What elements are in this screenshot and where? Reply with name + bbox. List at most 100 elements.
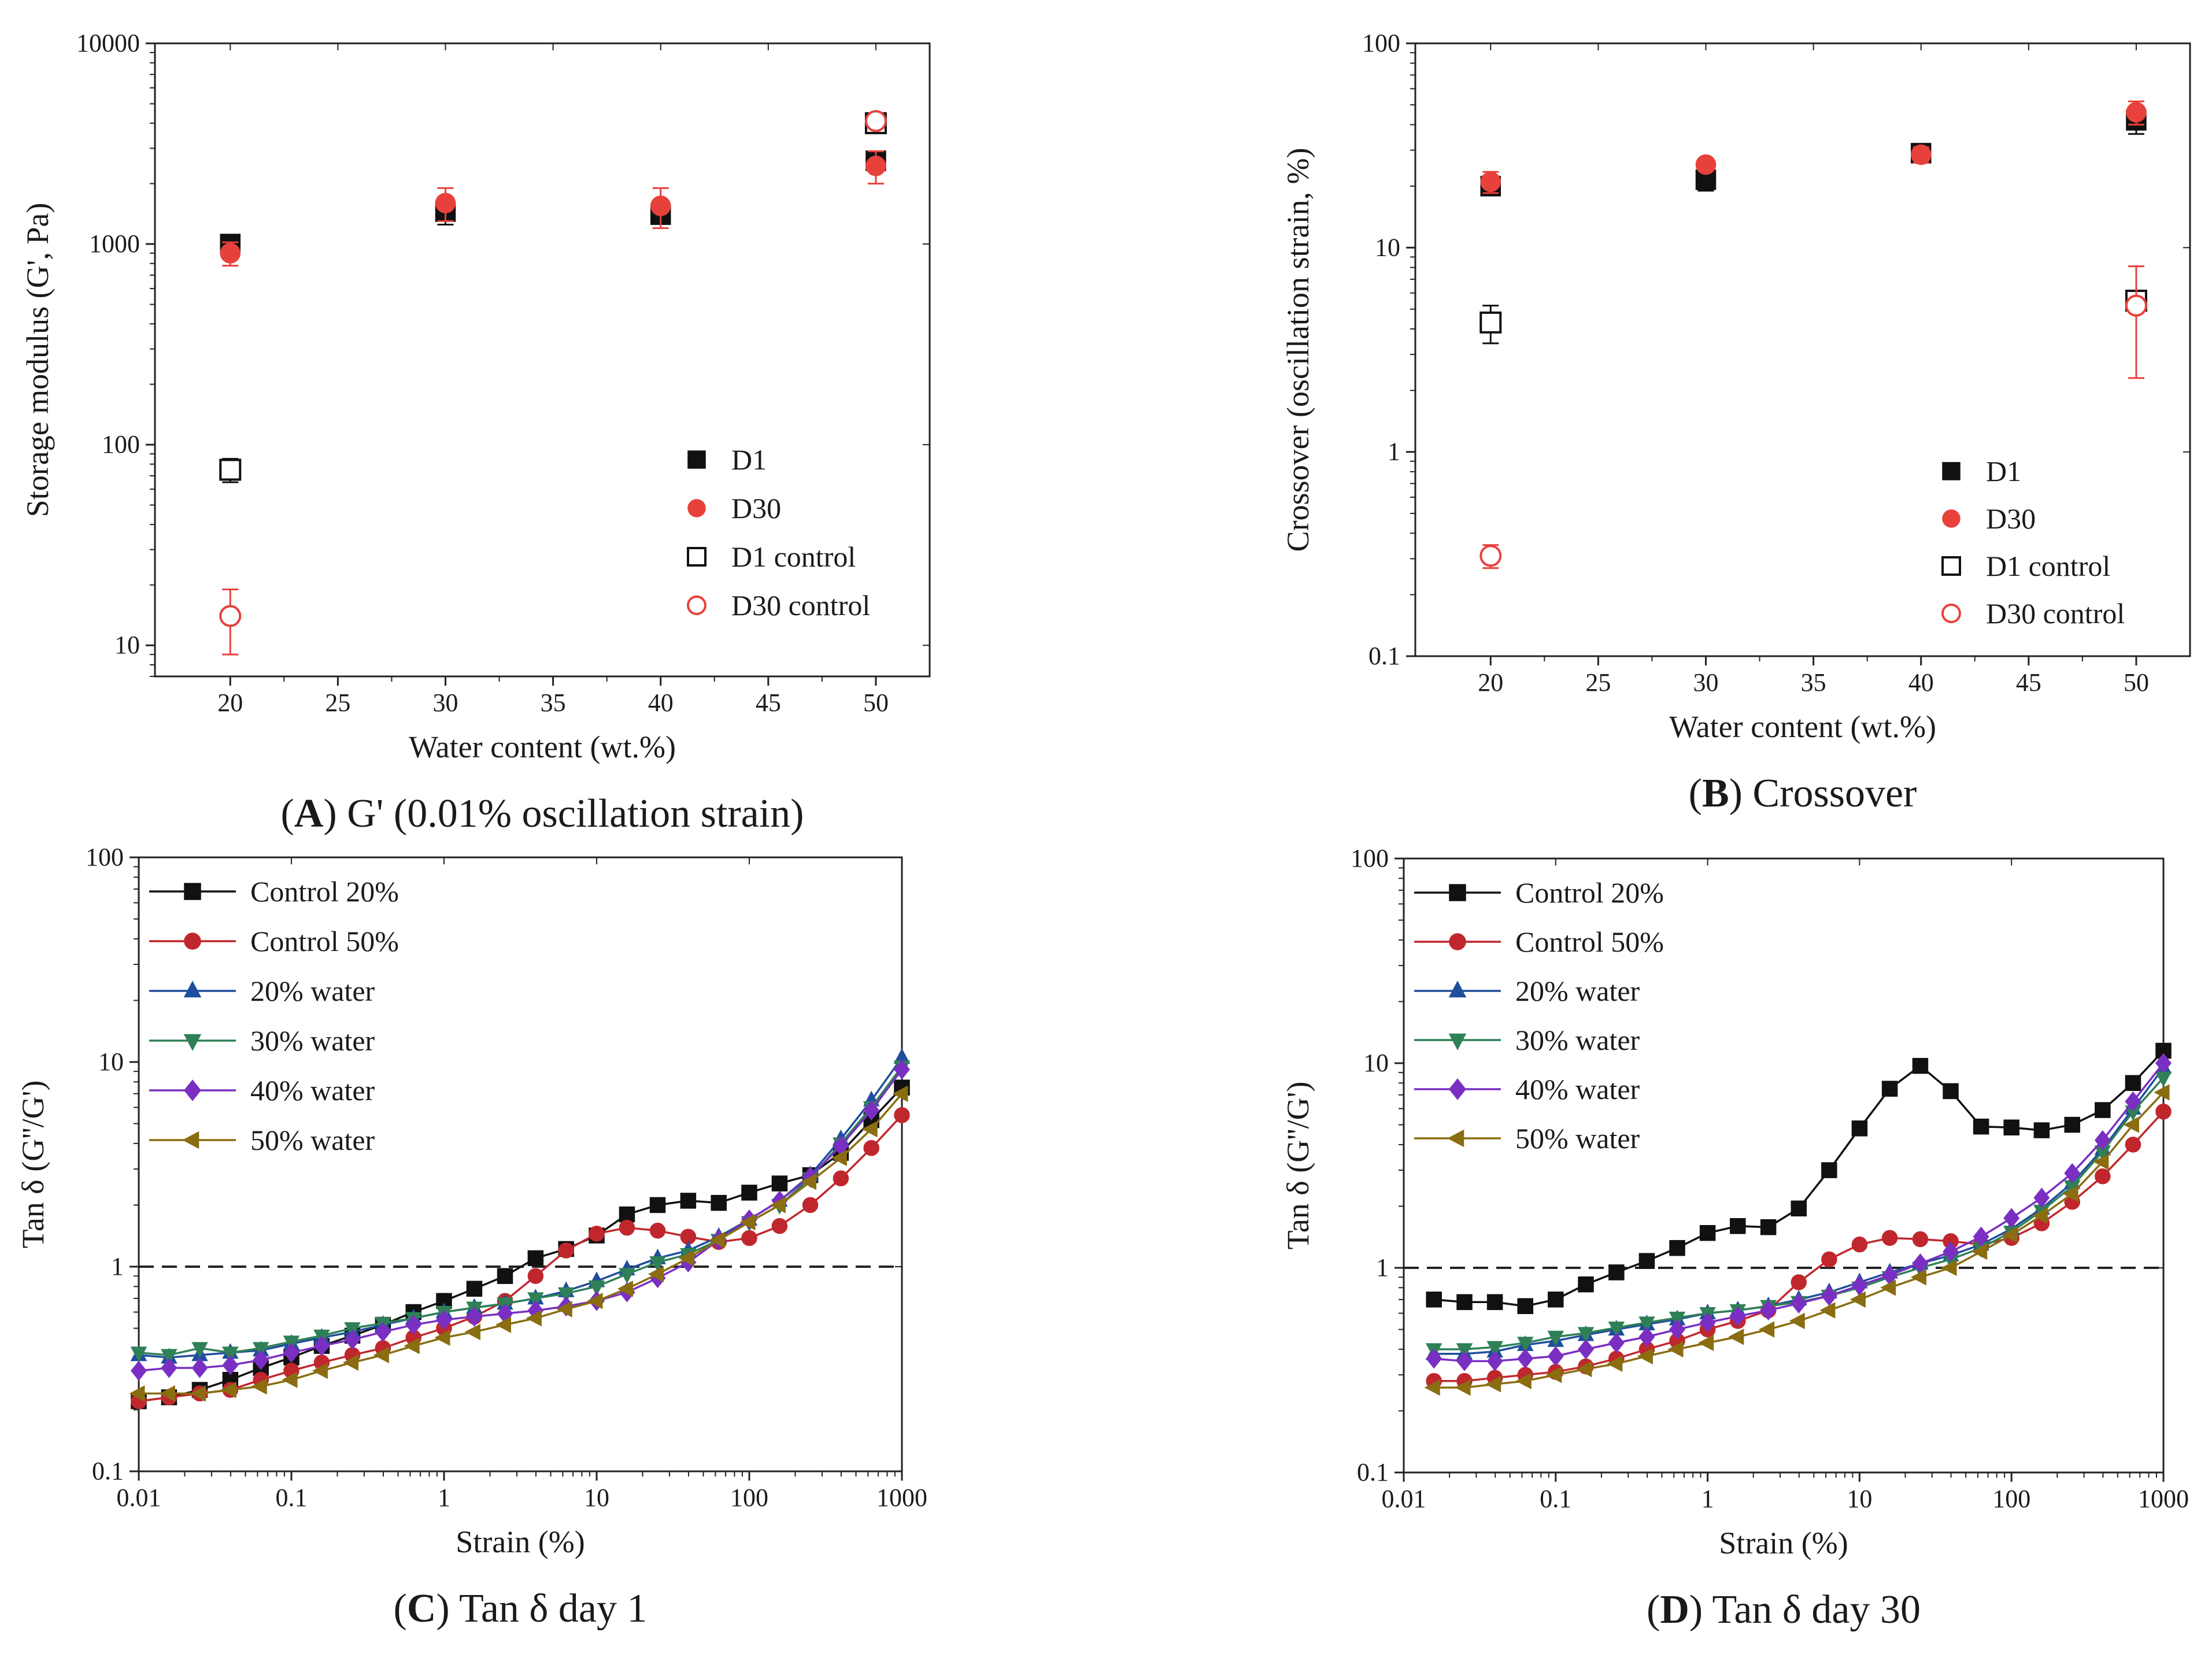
plot-frame [1403,857,2165,1474]
data-point [588,1280,605,1296]
data-point [1699,1312,1716,1333]
legend-marker [1942,509,1961,528]
y-tick-label: 0.1 [92,1457,124,1485]
legend-marker [1449,884,1466,901]
data-point [2064,1116,2080,1133]
data-point [1480,171,1501,193]
series-30-water [130,1060,911,1365]
data-point [2125,1137,2141,1153]
panel-b-crossover: 20 25 30 35 40 45 50 0.1 1 10 100 Water content (wt… [1281,29,2191,816]
data-point [1607,1355,1623,1372]
data-point [587,1293,603,1309]
data-point [159,1385,175,1402]
data-point [2094,1130,2111,1150]
x-tick-label: 30 [1693,668,1719,697]
data-point [131,1360,147,1381]
data-point [1699,1224,1716,1241]
data-point [1971,1243,1988,1260]
y-axis-title: Crossover (oscillation strain, %) [1281,148,1315,552]
data-point [617,1280,633,1297]
legend-marker [687,547,706,567]
y-axis-title: Storage modulus (G', Pa) [20,203,55,517]
data-point [2032,1207,2048,1224]
data-point [1638,1253,1655,1269]
legend-label: 50% water [250,1124,375,1156]
data-point [405,1315,422,1335]
data-point [865,156,886,176]
y-axis-title: Tan δ (G''/G') [16,1081,50,1249]
data-point [464,1323,480,1341]
data-point [253,1349,269,1370]
data-point [251,1378,267,1395]
data-point [802,1197,819,1213]
x-tick-label: 25 [1585,668,1611,697]
series-40-water [131,1059,910,1381]
y-tick-label: 100 [102,430,140,458]
data-point [771,1175,788,1192]
data-point [1456,1343,1473,1359]
x-tick-label: 1000 [876,1483,927,1512]
data-point [222,1355,239,1375]
series-40-water [1426,1053,2172,1371]
series-line [138,1114,903,1403]
x-axis-title: Strain (%) [1719,1526,1848,1560]
data-point [589,1226,605,1242]
panel-caption: (D) Tan δ day 30 [1647,1588,1921,1632]
data-point [1821,1162,1837,1178]
data-point [1638,1326,1655,1347]
caption-text: ) G' (0.01% oscillation strain) [323,791,804,836]
data-point [161,1349,177,1365]
legend-marker [1448,1033,1467,1050]
y-tick-label: 10 [1375,233,1400,261]
data-point [219,605,242,627]
legend: D1 D30 D1 control D30 control [687,443,870,621]
data-point [1729,1306,1746,1327]
y-tick-label: 100 [86,843,124,871]
data-point [1486,1341,1503,1357]
data-point [649,1197,666,1213]
data-point [2095,1102,2111,1118]
data-point [526,1309,542,1327]
caption-paren: ( [281,791,294,836]
x-tick-label: 50 [2124,668,2149,697]
data-point [800,1173,817,1190]
series-50-water [129,1085,908,1402]
data-point [650,195,671,216]
data-point [1669,1311,1686,1327]
x-tick-label: 20 [1478,668,1503,697]
data-point [344,1329,361,1350]
legend-label: Control 50% [1515,926,1664,958]
data-point [1880,1279,1896,1296]
data-point [770,1197,786,1213]
data-point [2095,1168,2111,1185]
data-point [466,1281,483,1297]
data-point [1517,1298,1533,1314]
y-axis-title: Tan δ (G''/G') [1281,1082,1315,1250]
data-point [1669,1319,1686,1340]
data-point [863,1100,880,1121]
caption-letter: B [1702,771,1729,816]
series-d30 [220,150,886,267]
data-point [1455,1379,1471,1396]
legend-label: 20% water [250,975,375,1007]
series-d1 [220,150,886,254]
legend-marker [1448,980,1467,998]
data-point [1486,1350,1503,1371]
data-point [1851,1120,1868,1137]
data-point [1479,545,1502,567]
data-point [375,1322,391,1342]
data-point [1669,1240,1685,1256]
data-point [861,1120,878,1138]
series-control-20- [1426,1042,2172,1314]
legend-label: D1 control [731,541,856,573]
data-point [1973,1118,1989,1135]
data-point [282,1371,298,1388]
data-point [1698,1334,1714,1351]
data-point [312,1362,328,1379]
legend-marker [183,1034,202,1051]
data-point [1851,1236,1868,1253]
data-point [1547,1346,1564,1367]
data-point [711,1194,727,1211]
